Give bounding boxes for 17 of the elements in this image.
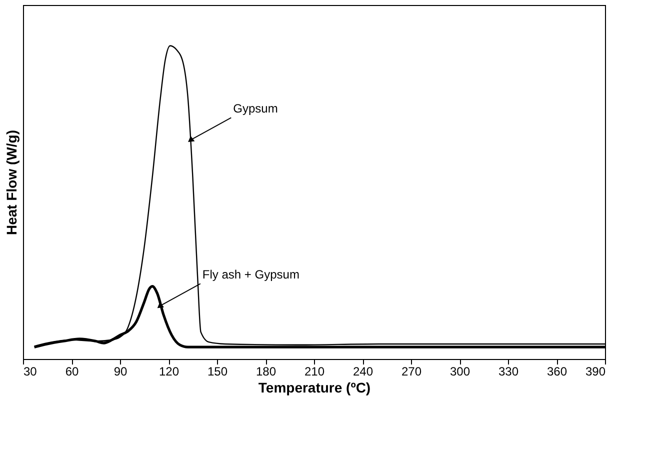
annotation: Gypsum bbox=[233, 102, 278, 116]
x-tick-label: 30 bbox=[24, 364, 38, 378]
x-tick-label: 150 bbox=[207, 364, 228, 378]
x-tick-label: 180 bbox=[256, 364, 276, 378]
x-tick-label: 120 bbox=[158, 364, 180, 378]
x-tick-label: 210 bbox=[304, 364, 325, 378]
x-tick-label: 60 bbox=[65, 364, 79, 378]
annotation: Fly ash + Gypsum bbox=[202, 268, 300, 282]
y-axis-title: Heat Flow (W/g) bbox=[4, 130, 20, 235]
x-tick-label: 240 bbox=[352, 364, 374, 378]
x-tick-label: 330 bbox=[498, 364, 519, 378]
x-axis-title: Temperature (ºC) bbox=[258, 380, 371, 396]
x-tick-label: 90 bbox=[114, 364, 128, 378]
x-tick-label: 360 bbox=[546, 364, 568, 378]
x-tick-label: 270 bbox=[401, 364, 422, 378]
x-tick-label: 390 bbox=[585, 364, 606, 378]
x-tick-label: 300 bbox=[450, 364, 470, 378]
